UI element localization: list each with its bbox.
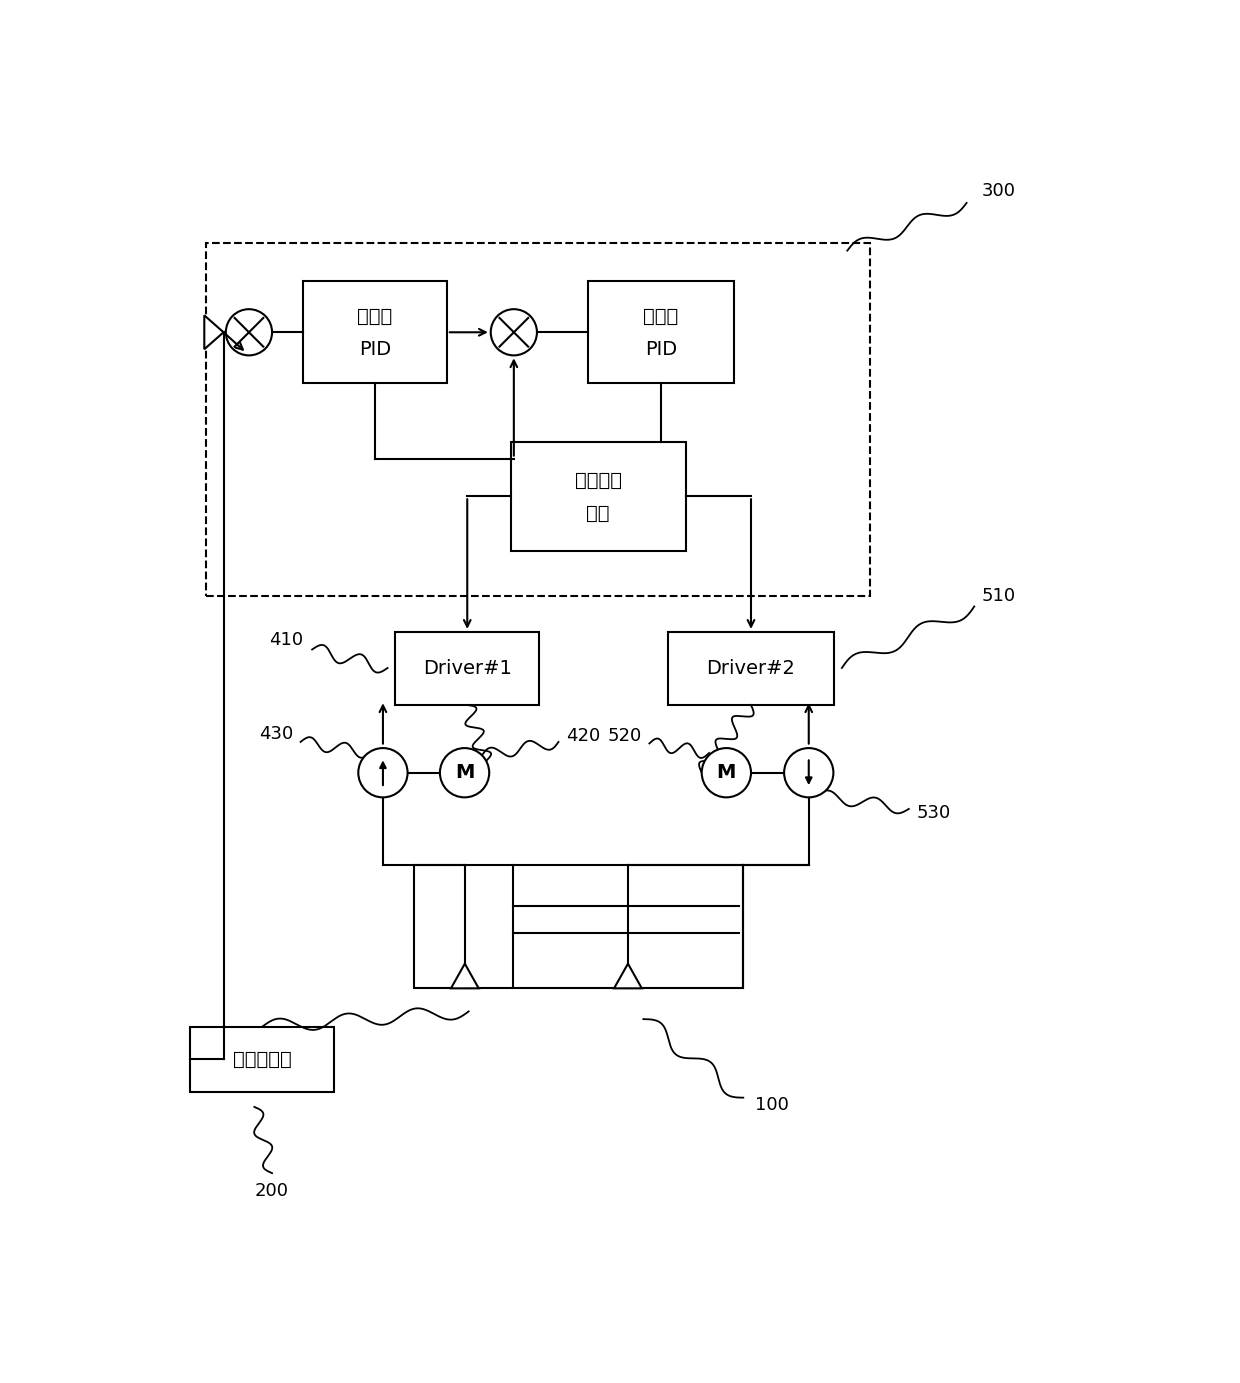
- Bar: [414, 866, 743, 989]
- Bar: [588, 282, 734, 383]
- Circle shape: [226, 310, 272, 355]
- Text: Driver#1: Driver#1: [423, 658, 512, 678]
- Bar: [668, 632, 835, 705]
- Text: 位置环: 位置环: [357, 307, 393, 326]
- Text: M: M: [455, 763, 474, 783]
- Text: PID: PID: [358, 340, 391, 358]
- Text: PID: PID: [645, 340, 677, 358]
- Bar: [206, 243, 870, 596]
- Text: M: M: [717, 763, 737, 783]
- Text: 410: 410: [269, 631, 303, 649]
- Polygon shape: [205, 315, 223, 350]
- Text: 420: 420: [567, 726, 600, 745]
- Text: 300: 300: [982, 181, 1016, 199]
- Text: 100: 100: [755, 1097, 789, 1115]
- Text: 位移传感器: 位移传感器: [233, 1050, 291, 1069]
- Text: 520: 520: [608, 726, 641, 745]
- Polygon shape: [614, 964, 642, 989]
- Text: Driver#2: Driver#2: [707, 658, 795, 678]
- Circle shape: [702, 748, 751, 798]
- Text: 510: 510: [982, 586, 1016, 604]
- Bar: [303, 282, 446, 383]
- Text: 速度环: 速度环: [644, 307, 678, 326]
- Circle shape: [784, 748, 833, 798]
- Bar: [191, 1026, 334, 1091]
- Text: 200: 200: [255, 1182, 289, 1200]
- Circle shape: [358, 748, 408, 798]
- Text: 530: 530: [916, 804, 951, 822]
- Circle shape: [491, 310, 537, 355]
- Bar: [511, 441, 686, 550]
- Text: 单元: 单元: [587, 503, 610, 523]
- Polygon shape: [451, 964, 479, 989]
- Text: 转矩分配: 转矩分配: [574, 472, 621, 491]
- Circle shape: [440, 748, 490, 798]
- Bar: [396, 632, 539, 705]
- Text: 430: 430: [259, 725, 293, 743]
